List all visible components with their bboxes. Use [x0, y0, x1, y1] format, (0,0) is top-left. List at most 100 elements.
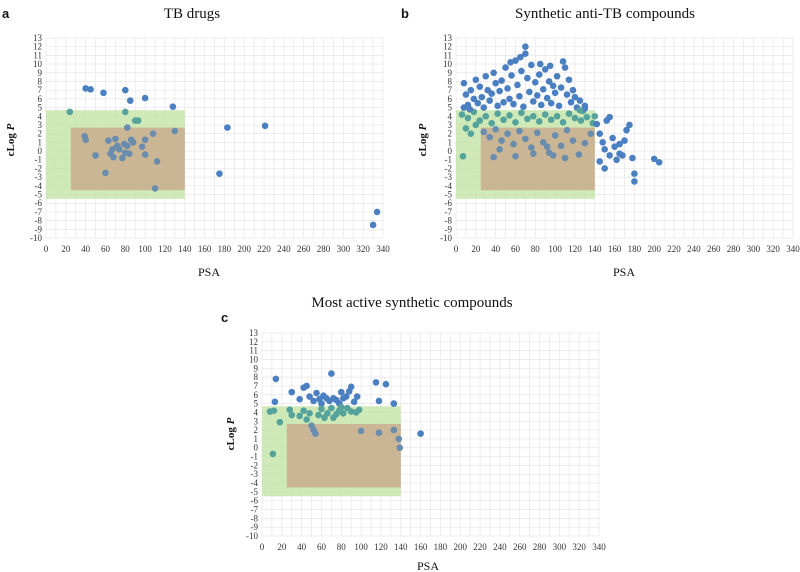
data-point: [459, 152, 467, 160]
data-point: [565, 110, 573, 117]
y-tick-label: 9: [448, 68, 453, 78]
y-tick-label: 0: [448, 146, 453, 156]
y-tick-label: 8: [38, 76, 43, 86]
x-tick-label: 140: [588, 244, 602, 254]
y-tick-label: 3: [448, 120, 453, 130]
data-point: [526, 88, 533, 96]
y-tick-label: -5: [35, 190, 43, 200]
data-point: [524, 115, 531, 123]
data-point: [134, 117, 142, 124]
data-point: [100, 89, 107, 97]
data-point: [557, 84, 565, 91]
data-point: [563, 126, 571, 134]
x-tick-label: 120: [158, 244, 172, 254]
panel-title: Most active synthetic compounds: [311, 295, 512, 311]
data-point: [606, 152, 613, 159]
x-tick-label: 220: [473, 542, 487, 552]
data-point: [390, 426, 398, 434]
data-point: [606, 113, 613, 121]
y-tick-label: -2: [35, 163, 43, 173]
data-point: [476, 117, 484, 124]
data-point: [486, 97, 494, 104]
data-point: [596, 158, 604, 165]
y-tick-label: 13: [33, 33, 43, 43]
data-point: [551, 89, 559, 97]
data-point: [518, 67, 525, 75]
panel-b: b Synthetic anti-TB compounds -10-9-8-7-…: [401, 6, 800, 279]
x-tick-label: 100: [354, 542, 368, 552]
x-tick-label: 200: [453, 542, 467, 552]
data-point: [417, 430, 424, 437]
data-point: [488, 90, 495, 97]
data-point: [528, 144, 535, 151]
data-point: [530, 112, 537, 120]
y-tick-label: 3: [38, 120, 43, 130]
x-tick-label: 160: [608, 244, 622, 254]
x-tick-label: 60: [317, 542, 327, 552]
data-point: [524, 74, 531, 82]
data-point: [545, 78, 553, 85]
y-tick-label: -5: [251, 487, 259, 497]
data-point: [512, 57, 519, 64]
data-point: [126, 97, 134, 104]
data-point: [342, 393, 350, 400]
y-tick-label: 1: [448, 137, 453, 147]
y-tick-label: 4: [448, 111, 453, 121]
y-tick-label: -6: [35, 198, 43, 208]
x-tick-label: 120: [568, 244, 582, 254]
data-point: [601, 165, 608, 172]
data-point: [121, 108, 129, 116]
data-point: [502, 64, 509, 71]
data-point: [373, 208, 381, 216]
y-axis-label: cLog P: [225, 417, 237, 450]
data-point: [571, 93, 579, 101]
y-axis-label-prefix: cLog: [417, 130, 429, 156]
data-point: [549, 152, 557, 159]
data-point: [530, 98, 537, 105]
data-point: [276, 418, 284, 426]
data-point: [510, 140, 517, 148]
data-point: [587, 130, 595, 137]
x-axis-label: PSA: [417, 559, 439, 572]
data-point: [533, 92, 541, 99]
x-tick-label: 160: [198, 244, 212, 254]
y-tick-label: -10: [30, 233, 42, 243]
data-point: [339, 410, 347, 417]
data-point: [138, 143, 146, 150]
y-tick-label: 10: [249, 354, 259, 364]
plot-area: -10-9-8-7-6-5-4-3-2-10123456789101112130…: [30, 33, 390, 254]
y-tick-label: 4: [254, 407, 259, 417]
data-point: [375, 429, 383, 437]
y-tick-label: 12: [443, 42, 452, 52]
x-tick-label: 340: [786, 244, 800, 254]
data-point: [531, 79, 539, 86]
data-point: [507, 59, 514, 66]
y-axis-label-prefix: cLog: [225, 424, 237, 450]
data-point: [470, 95, 478, 103]
y-tick-label: 8: [254, 372, 259, 382]
y-tick-label: -7: [445, 207, 453, 217]
data-point: [296, 395, 303, 403]
data-point: [396, 444, 404, 452]
plot-area: -10-9-8-7-6-5-4-3-2-10123456789101112130…: [440, 33, 800, 254]
data-point: [300, 407, 307, 414]
y-axis-label-italic: P: [417, 123, 429, 130]
x-tick-label: 300: [553, 542, 567, 552]
data-point: [565, 76, 573, 84]
data-point: [516, 92, 523, 100]
y-tick-label: -7: [35, 207, 43, 217]
x-tick-label: 80: [121, 244, 131, 254]
plot-area: -10-9-8-7-6-5-4-3-2-10123456789101112130…: [246, 328, 606, 552]
data-point: [110, 153, 117, 161]
data-point: [563, 91, 571, 98]
data-point: [350, 398, 358, 406]
y-tick-label: 9: [254, 363, 259, 373]
data-point: [543, 94, 551, 102]
data-point: [490, 153, 497, 161]
data-point: [337, 403, 345, 411]
panel-letter: a: [2, 6, 10, 21]
data-point: [520, 103, 527, 110]
y-tick-label: 11: [443, 50, 452, 60]
data-point: [543, 143, 551, 150]
